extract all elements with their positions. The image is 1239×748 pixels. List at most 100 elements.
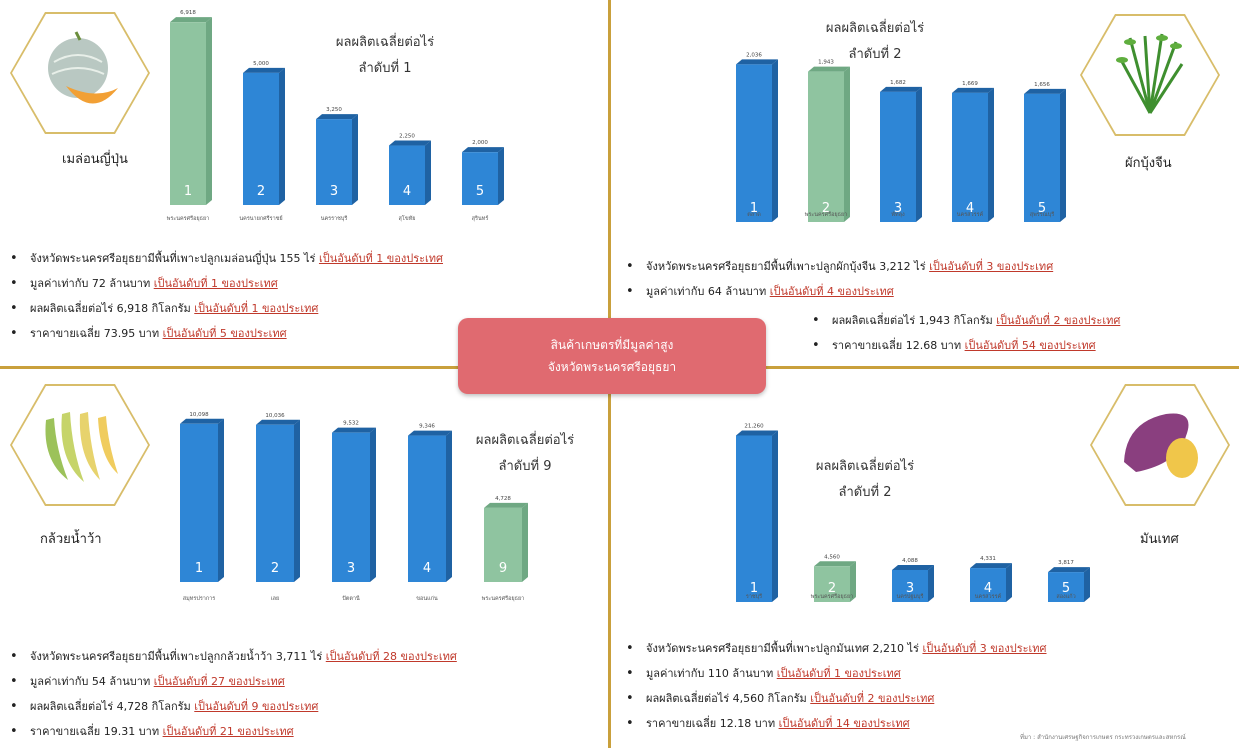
center-banner-line1: สินค้าเกษตรที่มีมูลค่าสูง bbox=[550, 338, 674, 352]
bar-rank-label: 1 bbox=[750, 581, 758, 596]
bar-category-label: สองแก้ว bbox=[1056, 593, 1075, 600]
morning-glory-title-line2: ลำดับที่ 2 bbox=[848, 47, 902, 62]
morning-glory-bullet-price: ราคาขายเฉลี่ย 12.68 บาท เป็นอันดับที่ 54… bbox=[810, 333, 1120, 358]
bar-top bbox=[892, 564, 934, 570]
bar-category-label: นครปฐมบุรี bbox=[897, 593, 924, 600]
bar-value-label: 9,346 bbox=[419, 424, 435, 430]
bar-side bbox=[370, 427, 376, 582]
sweet-potato-bullet-price: ราคาขายเฉลี่ย 12.18 บาท เป็นอันดับที่ 14… bbox=[624, 711, 1047, 736]
bar-value-label: 10,098 bbox=[189, 412, 209, 418]
bar-side bbox=[522, 502, 528, 582]
banana-title-line2: ลำดับที่ 9 bbox=[498, 459, 552, 474]
bar-side bbox=[988, 87, 994, 222]
bar bbox=[180, 423, 218, 582]
bar bbox=[1024, 93, 1060, 222]
sweet-potato-icon bbox=[1124, 413, 1198, 478]
bar bbox=[389, 145, 425, 205]
bar-side bbox=[206, 17, 212, 205]
bar-value-label: 9,532 bbox=[343, 421, 359, 427]
melon-chart-title: ผลผลิตเฉลี่ยต่อไร่ ลำดับที่ 1 bbox=[300, 30, 470, 82]
bar-top bbox=[256, 419, 300, 425]
bar-rank-label: 3 bbox=[906, 581, 914, 596]
bar-rank-label: 2 bbox=[271, 561, 279, 576]
bar bbox=[484, 507, 522, 582]
bar-value-label: 1,656 bbox=[1034, 82, 1050, 88]
bar-top bbox=[408, 430, 452, 436]
banana-chart-title: ผลผลิตเฉลี่ยต่อไร่ ลำดับที่ 9 bbox=[450, 428, 600, 480]
melon-yield-chart: 6,918 1 พระนครศรีอยุธยา 5,000 2 นครนายกศรีราช… bbox=[167, 10, 504, 222]
bar-rank-label: 5 bbox=[1038, 201, 1046, 216]
bar bbox=[952, 92, 988, 222]
bar bbox=[736, 64, 772, 222]
bar-value-label: 1,943 bbox=[818, 60, 834, 66]
melon-bullet-value: มูลค่าเท่ากับ 72 ล้านบาท เป็นอันดับที่ 1… bbox=[8, 271, 443, 296]
sweet-potato-hexagon-frame bbox=[1090, 384, 1230, 506]
bar-side bbox=[1084, 567, 1090, 602]
bar-category-label: สมุทรปราการ bbox=[183, 595, 216, 602]
melon-icon bbox=[48, 31, 118, 104]
bar-side bbox=[1006, 563, 1012, 602]
banana-bullet-value: มูลค่าเท่ากับ 54 ล้านบาท เป็นอันดับที่ 2… bbox=[8, 669, 457, 694]
morning-glory-product-label: ผักบุ้งจีน bbox=[1125, 156, 1172, 171]
bar-rank-label: 5 bbox=[476, 184, 484, 199]
banana-hexagon-frame bbox=[10, 384, 150, 506]
bar-value-label: 4,088 bbox=[902, 558, 918, 564]
bar-value-label: 4,728 bbox=[495, 496, 511, 502]
bar bbox=[1048, 572, 1084, 602]
bar-rank-label: 4 bbox=[403, 184, 411, 199]
bar-rank-label: 1 bbox=[184, 184, 192, 199]
bar-top bbox=[970, 563, 1012, 569]
bar-value-label: 6,918 bbox=[180, 10, 196, 16]
bar-category-label: นครสวรรค์ bbox=[957, 211, 984, 218]
bar-category-label: สุรินทร์ bbox=[472, 215, 489, 222]
bar-rank-label: 4 bbox=[423, 561, 431, 576]
bar-rank-label: 4 bbox=[984, 581, 992, 596]
bar-category-label: พระนครศรีอยุธยา bbox=[805, 211, 848, 218]
bar-value-label: 2,000 bbox=[472, 140, 488, 146]
morning-glory-bullet-value: มูลค่าเท่ากับ 64 ล้านบาท เป็นอันดับที่ 4… bbox=[624, 279, 1053, 304]
bar bbox=[880, 91, 916, 223]
bar-side bbox=[772, 59, 778, 222]
bar-rank-label: 1 bbox=[195, 561, 203, 576]
bar bbox=[462, 152, 498, 205]
bar-value-label: 10,036 bbox=[265, 413, 285, 419]
bar-value-label: 4,331 bbox=[980, 556, 996, 562]
sweet-potato-bullet-list: จังหวัดพระนครศรีอยุธยามีพื้นที่เพาะปลูกม… bbox=[624, 636, 1047, 736]
melon-bullet-yield: ผลผลิตเฉลี่ยต่อไร่ 6,918 กิโลกรัม เป็นอั… bbox=[8, 296, 443, 321]
banana-bullet-list: จังหวัดพระนครศรีอยุธยามีพื้นที่เพาะปลูกก… bbox=[8, 644, 457, 744]
melon-bullet-list: จังหวัดพระนครศรีอยุธยามีพื้นที่เพาะปลูกเ… bbox=[8, 246, 443, 346]
bar-top bbox=[389, 140, 431, 146]
bar bbox=[243, 72, 279, 205]
bar bbox=[332, 432, 370, 582]
bar-top bbox=[316, 114, 358, 120]
source-note: ที่มา : สำนักงานเศรษฐกิจการเกษตร กระทรวง… bbox=[1020, 734, 1186, 741]
bar-side bbox=[294, 419, 300, 582]
morning-glory-title-line1: ผลผลิตเฉลี่ยต่อไร่ bbox=[825, 21, 925, 36]
bar bbox=[408, 435, 446, 582]
bar-rank-label: 3 bbox=[330, 184, 338, 199]
bar bbox=[170, 22, 206, 205]
bar-top bbox=[243, 67, 285, 73]
bar-value-label: 3,250 bbox=[326, 107, 342, 113]
bar-rank-label: 2 bbox=[257, 184, 265, 199]
bar-top bbox=[170, 17, 212, 23]
bar-side bbox=[218, 418, 224, 582]
bar-top bbox=[484, 502, 528, 508]
bar-value-label: 2,250 bbox=[399, 134, 415, 140]
bar-rank-label: 2 bbox=[828, 581, 836, 596]
bar-rank-label: 3 bbox=[347, 561, 355, 576]
bar-top bbox=[736, 59, 778, 65]
banana-product-label: กล้วยน้ำว้า bbox=[40, 532, 102, 547]
bar-side bbox=[850, 561, 856, 602]
bar-category-label: ขอนแก่น bbox=[416, 596, 438, 602]
melon-hexagon-frame bbox=[10, 12, 150, 134]
bar-category-label: สุพรรณบุรี bbox=[1030, 211, 1054, 218]
sweet-potato-bullet-value: มูลค่าเท่ากับ 110 ล้านบาท เป็นอันดับที่ … bbox=[624, 661, 1047, 686]
bar-top bbox=[736, 430, 778, 436]
bar-value-label: 5,000 bbox=[253, 61, 269, 67]
bar-rank-label: 5 bbox=[1062, 581, 1070, 596]
bar-value-label: 2,036 bbox=[746, 52, 762, 58]
banana-bullet-yield: ผลผลิตเฉลี่ยต่อไร่ 4,728 กิโลกรัม เป็นอั… bbox=[8, 694, 457, 719]
center-banner: สินค้าเกษตรที่มีมูลค่าสูง จังหวัดพระนครศ… bbox=[458, 318, 766, 394]
bar-side bbox=[279, 67, 285, 205]
